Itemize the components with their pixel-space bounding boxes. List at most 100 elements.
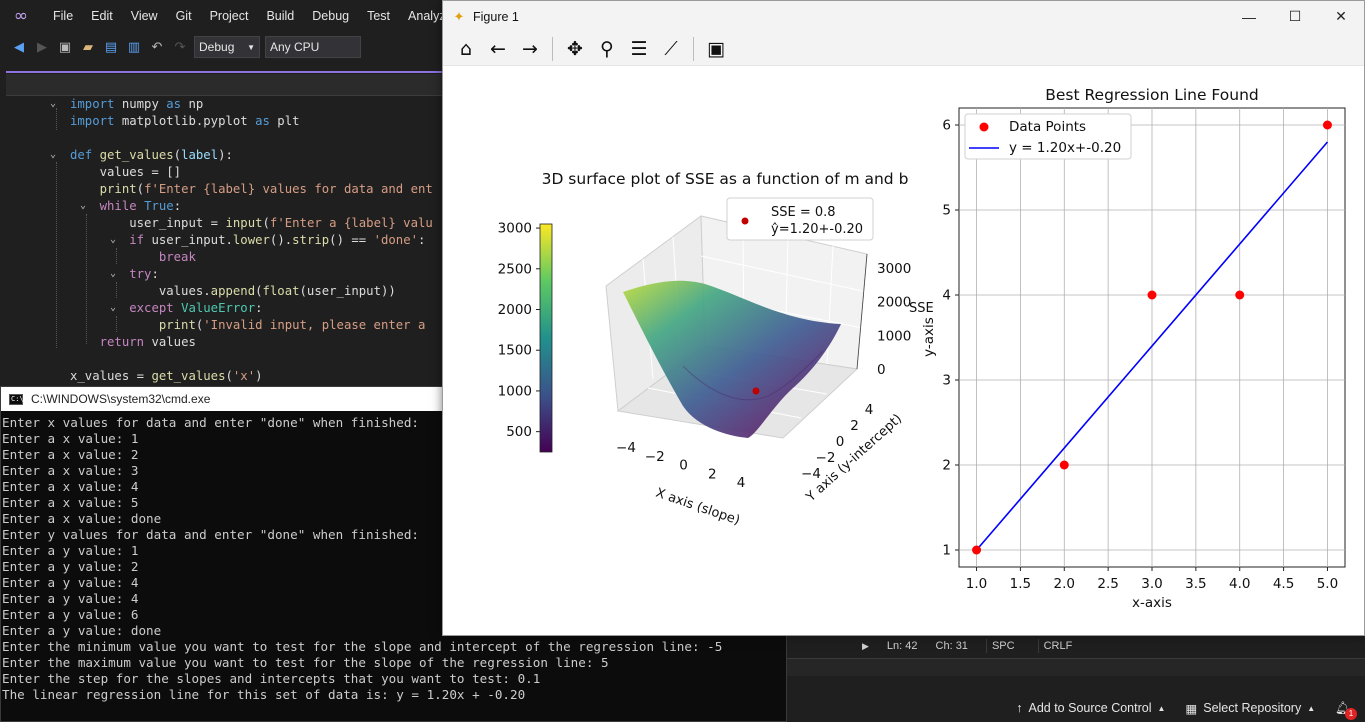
save-icon[interactable]: ▤ <box>104 39 118 55</box>
cmd-output-line: Enter the step for the slopes and interc… <box>2 671 541 686</box>
whitespace-mode[interactable]: SPC <box>985 639 1020 653</box>
code-line[interactable]: print(f'Enter {label} values for data an… <box>99 182 433 196</box>
menu-edit[interactable]: Edit <box>91 9 113 23</box>
menu-debug[interactable]: Debug <box>312 9 350 23</box>
y-tick-label: 3 <box>942 373 951 389</box>
code-line[interactable]: values.append(float(user_input)) <box>70 284 396 298</box>
x-tick-label-3d: 0 <box>679 458 688 474</box>
code-line[interactable]: print('Invalid input, please enter a <box>158 318 426 332</box>
scroll-right-icon[interactable]: ▶ <box>862 640 869 651</box>
add-to-source-control-label: Add to Source Control <box>1028 701 1152 715</box>
y-axis-ticks: 1 2 3 4 5 6 <box>942 118 959 559</box>
axes-edit-icon[interactable]: ⟋ <box>664 37 678 60</box>
cmd-output-line: Enter a x value: 2 <box>2 447 139 462</box>
code-editor[interactable]: import numpy as np ⌄ import matplotlib.pyp… <box>0 96 445 386</box>
code-line[interactable]: break <box>158 250 196 264</box>
cmd-output-line: Enter a y value: done <box>2 623 162 638</box>
column-number[interactable]: Ch: 31 <box>935 640 968 652</box>
line-number[interactable]: Ln: 42 <box>886 640 918 652</box>
menu-view[interactable]: View <box>130 9 158 23</box>
code-line[interactable]: values = [] <box>70 165 182 179</box>
editor-status-bar: ▶ Ln: 42 Ch: 31 SPC CRLF <box>786 636 1365 656</box>
navigate-forward-icon[interactable]: ▶ <box>37 39 47 55</box>
code-line[interactable]: import matplotlib.pyplot as plt <box>70 114 300 128</box>
vs-toolbar: ◀ ▶ ▣ ▰ ▤ ▥ ↶ ↷ Debug ▼ Any CPU <box>0 32 450 62</box>
notifications-button[interactable]: 🔔︎ 1 <box>1335 701 1357 720</box>
fold-chevron-icon[interactable]: ⌄ <box>110 268 117 279</box>
data-points <box>972 120 1332 555</box>
regression-plot[interactable]: Best Regression Line Found 1.0 1.5 2.0 2.5 3… <box>921 86 1346 611</box>
indent-guide <box>116 282 117 298</box>
platform-dropdown[interactable]: Any CPU <box>265 36 361 58</box>
x-tick-label-3d: 2 <box>708 466 717 482</box>
chevron-up-icon: ▲ <box>1307 703 1316 713</box>
cmd-output-line: Enter a x value: 1 <box>2 431 139 446</box>
code-line[interactable]: if user_input.lower().strip() == 'done': <box>129 233 426 247</box>
code-line[interactable]: except ValueError: <box>129 301 263 315</box>
redo-icon[interactable]: ↷ <box>174 39 186 55</box>
pan-icon[interactable]: ✥ <box>567 37 583 60</box>
close-icon[interactable]: ✕ <box>1335 8 1347 24</box>
code-line[interactable]: def get_values(label): <box>70 148 233 162</box>
legend-marker <box>741 217 749 225</box>
menu-git[interactable]: Git <box>175 9 192 23</box>
menu-analyze[interactable]: Analyze <box>408 9 453 23</box>
cmd-output[interactable]: Enter x values for data and enter "done"… <box>1 411 786 703</box>
figure-titlebar[interactable]: ✦ Figure 1 — ☐ ✕ <box>443 1 1364 32</box>
colorbar-tick-label: 2500 <box>498 261 532 277</box>
surface-plot[interactable]: 3D surface plot of SSE as a function of … <box>498 170 934 528</box>
code-line[interactable]: while True: <box>99 199 182 213</box>
x-tick-label: 3.5 <box>1185 576 1206 592</box>
save-figure-icon[interactable]: ▣ <box>707 37 725 60</box>
save-all-icon[interactable]: ▥ <box>127 39 141 55</box>
menu-project[interactable]: Project <box>209 9 249 23</box>
add-to-source-control-button[interactable]: ↑ Add to Source Control ▲ <box>1016 701 1165 715</box>
z-axis-ticks-3d: 0 1000 2000 3000 <box>856 253 911 378</box>
x-axis-ticks-3d: −4 −2 0 2 4 <box>616 440 745 491</box>
menu-file[interactable]: File <box>53 9 74 23</box>
figure-window[interactable]: ✦ Figure 1 — ☐ ✕ ⌂ ← → ✥ ⚲ ☰ ⟋ ▣ <box>442 0 1365 636</box>
undo-icon[interactable]: ↶ <box>151 39 163 55</box>
navigate-back-icon[interactable]: ◀ <box>14 39 24 55</box>
fold-chevron-icon[interactable]: ⌄ <box>50 149 57 160</box>
zoom-icon[interactable]: ⚲ <box>600 37 614 60</box>
x-tick-label: 1.5 <box>1010 576 1031 592</box>
fold-chevron-icon[interactable]: ⌄ <box>110 302 117 313</box>
figure-canvas[interactable]: 3D surface plot of SSE as a function of … <box>443 66 1364 635</box>
cmd-output-line: Enter x values for data and enter "done"… <box>2 415 420 430</box>
minimize-icon[interactable]: — <box>1242 8 1256 25</box>
back-icon[interactable]: ← <box>490 37 506 60</box>
legend-sse: SSE = 0.8 <box>771 205 836 220</box>
forward-icon[interactable]: → <box>522 37 538 60</box>
z-tick-label-3d: 0 <box>877 362 886 378</box>
code-line[interactable]: x_values = get_values('x') <box>70 369 263 383</box>
z-tick-label-3d: 1000 <box>877 328 911 344</box>
sse-surface <box>623 280 841 438</box>
menu-build[interactable]: Build <box>266 9 295 23</box>
colorbar <box>539 223 553 453</box>
code-line[interactable]: import numpy as np <box>70 97 204 111</box>
open-folder-icon[interactable]: ▰ <box>83 39 93 55</box>
legend-equation: ŷ=1.20+-0.20 <box>771 222 863 237</box>
new-project-icon[interactable]: ▣ <box>58 39 72 55</box>
home-icon[interactable]: ⌂ <box>459 37 473 60</box>
y-tick-label-3d: 0 <box>836 434 845 450</box>
fold-chevron-icon[interactable]: ⌄ <box>50 98 57 109</box>
code-line[interactable]: return values <box>99 335 196 349</box>
subplots-icon[interactable]: ☰ <box>630 37 648 60</box>
line-endings[interactable]: CRLF <box>1037 639 1078 653</box>
colorbar-ticks: 500 1000 1500 2000 2500 3000 <box>498 221 540 440</box>
maximize-icon[interactable]: ☐ <box>1288 8 1302 24</box>
configuration-dropdown[interactable]: Debug ▼ <box>194 36 260 58</box>
x-tick-label: 5.0 <box>1317 576 1338 592</box>
menu-test[interactable]: Test <box>367 9 391 23</box>
fold-chevron-icon[interactable]: ⌄ <box>80 200 87 211</box>
x-tick-label: 4.5 <box>1273 576 1294 592</box>
colorbar-tick-label: 3000 <box>498 221 532 237</box>
data-point <box>1235 290 1245 300</box>
select-repository-button[interactable]: ▦ Select Repository ▲ <box>1185 701 1315 716</box>
fold-chevron-icon[interactable]: ⌄ <box>110 234 117 245</box>
code-line[interactable]: user_input = input(f'Enter a {label} val… <box>70 216 433 230</box>
editor-navigation-bar <box>6 74 446 96</box>
code-line[interactable]: try: <box>129 267 159 281</box>
